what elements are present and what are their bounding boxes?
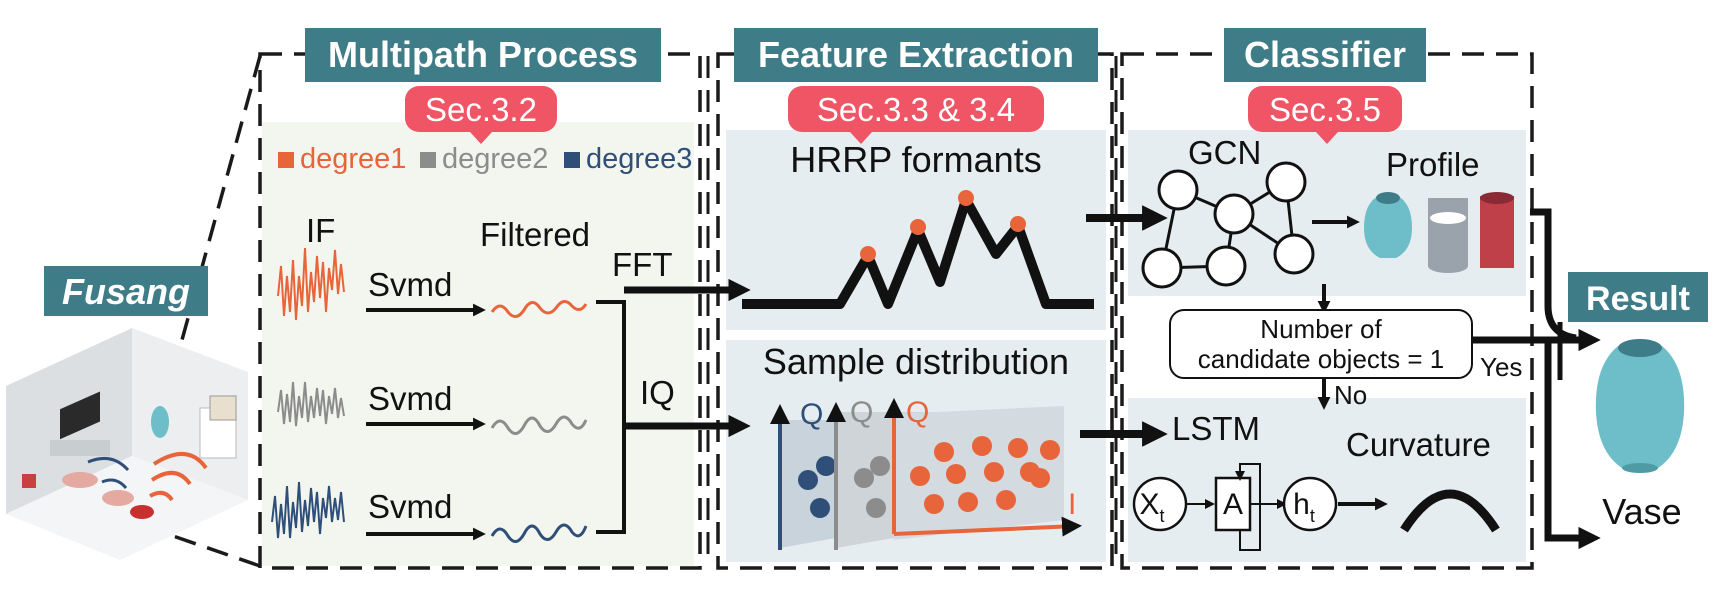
legend-swatch-degree3	[564, 152, 580, 168]
svmd-row-1: Svmd	[366, 266, 486, 317]
classifier-title: Classifier	[1244, 34, 1406, 75]
a-label: A	[1223, 488, 1243, 521]
axis-i-orange: I	[1068, 488, 1076, 521]
curvature-to-result	[1544, 340, 1601, 550]
curvature-arc	[1400, 489, 1500, 533]
room-illustration	[6, 328, 248, 560]
svmd-label-3: Svmd	[368, 488, 452, 525]
hrrp-title: HRRP formants	[790, 139, 1041, 180]
legend-degree3: degree3	[586, 143, 692, 175]
sec-35-label: Sec.3.5	[1269, 91, 1381, 128]
sec-334-label: Sec.3.3 & 3.4	[817, 91, 1015, 128]
iq-label: IQ	[640, 374, 675, 411]
svmd-row-2: Svmd	[366, 380, 486, 431]
result-title: Result	[1586, 280, 1690, 318]
filtered-label: Filtered	[480, 216, 590, 253]
svmd-row-3: Svmd	[366, 488, 486, 541]
multipath-title: Multipath Process	[328, 34, 638, 75]
axis-q-navy: Q	[800, 398, 823, 431]
radar-device	[130, 505, 154, 519]
sec-badge-32: Sec.3.2	[405, 86, 557, 144]
legend-swatch-degree1	[278, 152, 294, 168]
if-signal-degree2	[277, 381, 345, 427]
result-object: Vase	[1602, 491, 1681, 532]
yes-label: Yes	[1480, 352, 1522, 382]
if-signal-degree3	[271, 481, 345, 539]
axis-q-orange: Q	[906, 396, 929, 429]
decision-box	[1169, 309, 1473, 379]
section-title-classifier: Classifier	[1224, 28, 1426, 82]
lstm-panel	[1128, 398, 1526, 562]
sample-title: Sample distribution	[763, 341, 1069, 382]
no-label: No	[1334, 380, 1367, 410]
sec-badge-35: Sec.3.5	[1248, 86, 1402, 144]
legend-degree2: degree2	[442, 143, 548, 175]
merge-bracket	[596, 300, 626, 534]
lstm-cell: Xt A ht	[1132, 463, 1338, 551]
sec-32-label: Sec.3.2	[425, 91, 537, 128]
profile-label: Profile	[1386, 146, 1480, 183]
if-signal-degree1	[277, 247, 345, 321]
legend: degree1 degree2 degree3	[278, 143, 692, 175]
vase-icon	[1595, 339, 1685, 473]
sec-badge-334: Sec.3.3 & 3.4	[788, 86, 1044, 144]
filtered-signal-degree3	[490, 523, 588, 543]
frame-separators	[706, 56, 1118, 566]
formant-peak-3	[958, 190, 974, 206]
ht-label: ht	[1293, 488, 1315, 526]
profile-shapes	[1364, 192, 1514, 273]
fusang-label-box: Fusang	[44, 266, 208, 316]
fft-label: FFT	[612, 246, 672, 283]
if-label: IF	[306, 212, 335, 249]
gcn-label: GCN	[1188, 134, 1261, 171]
section-title-multipath: Multipath Process	[305, 28, 661, 82]
lstm-label: LSTM	[1172, 410, 1260, 447]
formant-peak-2	[910, 219, 926, 235]
filtered-signal-degree1	[490, 300, 588, 318]
legend-swatch-degree2	[420, 152, 436, 168]
result-label-box: Result	[1568, 272, 1708, 322]
svmd-label-2: Svmd	[368, 380, 452, 417]
formant-peak-4	[1010, 216, 1026, 232]
hrrp-curve	[742, 195, 1094, 309]
decision-line2: candidate objects = 1	[1198, 344, 1444, 374]
curvature-label: Curvature	[1346, 426, 1491, 463]
gcn-graph	[1141, 161, 1315, 289]
svmd-label-1: Svmd	[368, 266, 452, 303]
axis-q-gray: Q	[850, 396, 873, 429]
formant-peak-1	[860, 246, 876, 262]
fusang-label: Fusang	[62, 271, 190, 312]
iq-plot-orange: Q I	[884, 396, 1082, 540]
feature-title: Feature Extraction	[758, 34, 1074, 75]
section-title-feature: Feature Extraction	[734, 28, 1098, 82]
legend-degree1: degree1	[300, 143, 406, 175]
decision-line1: Number of	[1260, 314, 1382, 344]
filtered-signal-degree2	[490, 415, 588, 435]
xt-label: Xt	[1139, 488, 1164, 526]
